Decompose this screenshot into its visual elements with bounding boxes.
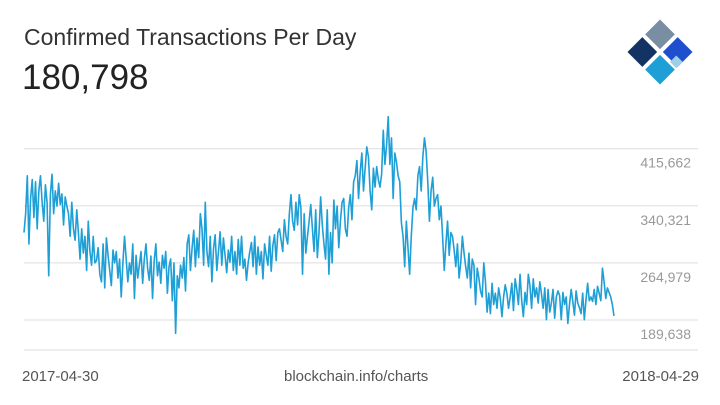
y-tick-layer: 415,662 340,321 264,979 189,638	[640, 155, 691, 342]
x-axis-end-date: 2018-04-29	[622, 368, 699, 385]
chart-title: Confirmed Transactions Per Day	[24, 24, 357, 50]
source-link[interactable]: blockchain.info/charts	[284, 368, 429, 385]
y-tick-label: 415,662	[640, 155, 691, 171]
blockchain-logo-icon	[627, 19, 693, 85]
y-tick-label: 340,321	[640, 212, 691, 228]
current-value: 180,798	[22, 58, 149, 97]
series-line	[23, 115, 615, 335]
x-axis-start-date: 2017-04-30	[22, 368, 99, 385]
y-tick-label: 264,979	[640, 269, 691, 285]
y-tick-label: 189,638	[640, 326, 691, 342]
logo-tile-accent	[669, 55, 683, 69]
